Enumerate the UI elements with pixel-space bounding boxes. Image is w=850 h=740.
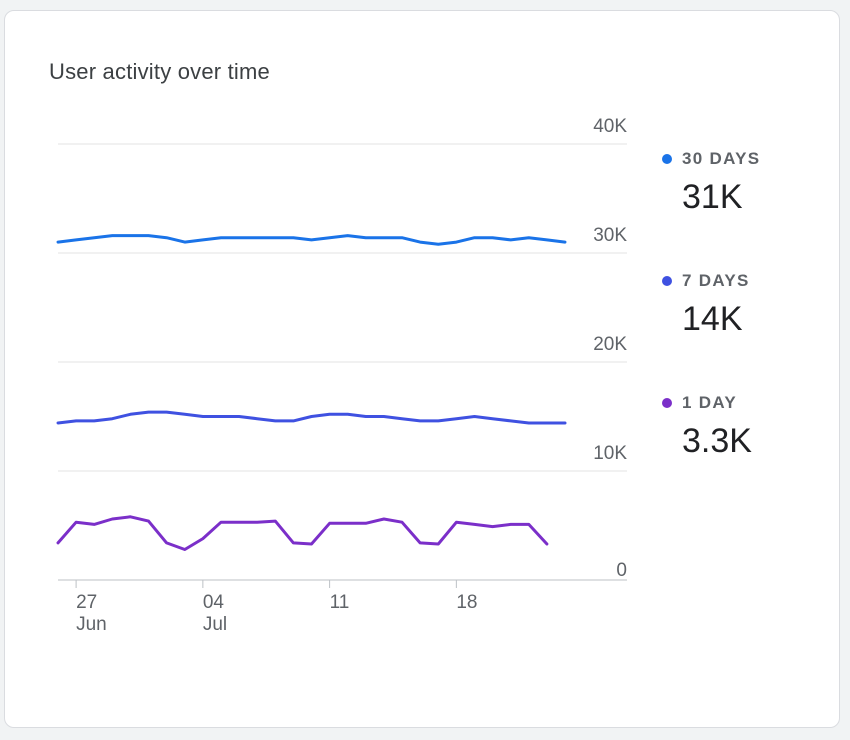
y-tick-label: 30K <box>593 225 627 246</box>
x-tick-month-label: Jun <box>76 614 107 635</box>
series-line-30-days <box>56 234 567 246</box>
legend-item-7-days: 7 DAYS 14K <box>662 270 750 339</box>
legend-value: 14K <box>682 300 743 338</box>
legend-value: 3.3K <box>682 422 752 460</box>
series-line-1-day <box>56 515 549 551</box>
y-tick-label: 10K <box>593 443 627 464</box>
x-tick-month-label: Jul <box>203 614 227 635</box>
y-tick-label: 0 <box>616 560 627 581</box>
y-tick-label: 40K <box>593 116 627 137</box>
card-title: User activity over time <box>49 59 270 84</box>
legend-dot <box>662 398 672 408</box>
legend-item-30-days: 30 DAYS 31K <box>662 148 760 217</box>
x-tick-label: 27 <box>76 592 97 613</box>
legend-item-1-day: 1 DAY 3.3K <box>662 392 752 461</box>
legend-label: 7 DAYS <box>682 271 750 290</box>
chart-gridlines <box>58 143 627 581</box>
x-tick-label: 11 <box>330 592 350 613</box>
x-tick-label: 04 <box>203 592 225 613</box>
legend-label: 30 DAYS <box>682 149 761 168</box>
x-tick-label: 18 <box>456 592 477 613</box>
y-tick-label: 20K <box>593 334 627 355</box>
series-line-7-days <box>56 410 567 425</box>
chart-series <box>56 234 567 551</box>
legend-dot <box>662 276 672 286</box>
y-axis-ticks: 0 10K 20K 30K 40K <box>593 116 627 581</box>
user-activity-card: User activity over time <box>4 10 840 728</box>
legend-label: 1 DAY <box>682 393 738 412</box>
legend-dot <box>662 154 672 164</box>
legend-value: 31K <box>682 178 743 216</box>
